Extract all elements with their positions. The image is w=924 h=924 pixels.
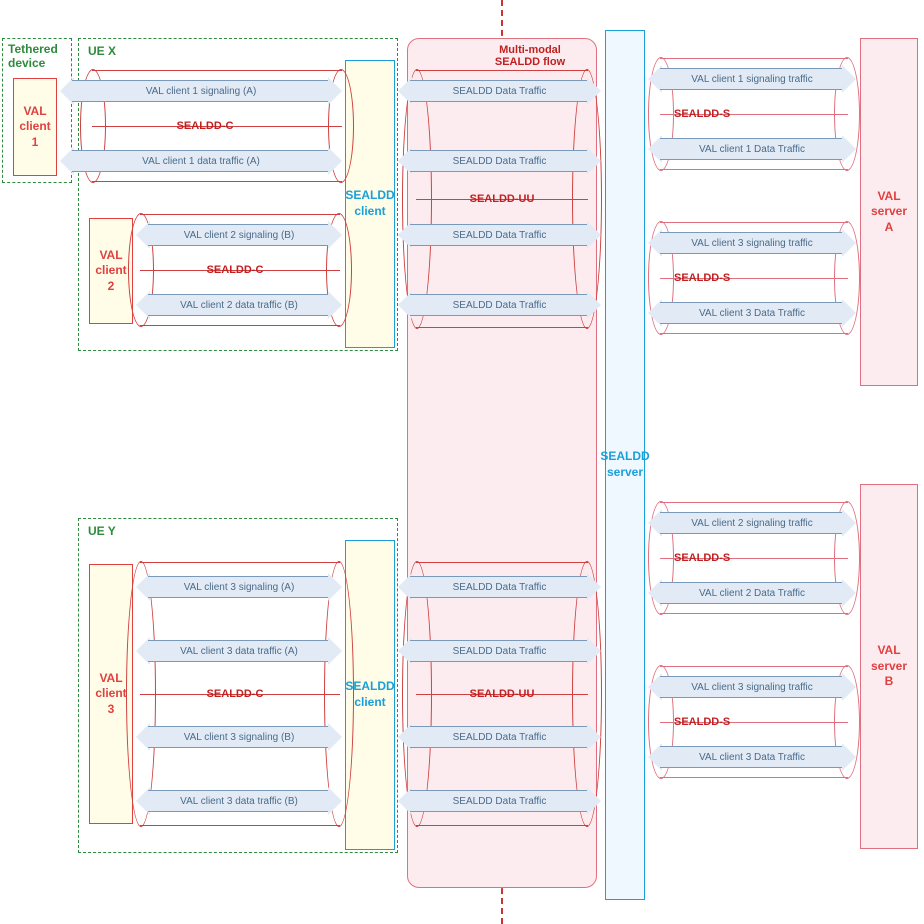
arrow-lt-1: VAL client 1 data traffic (A) [60,150,342,172]
multimodal-label: Multi-modal SEALDD flow [470,44,590,68]
sealdd-c-3-label: SEALDD-C [190,688,280,700]
arrow-m-1: SEALDD Data Traffic [398,150,601,172]
val-client-1: VAL client 1 [13,78,57,176]
uex-label: UE X [88,44,116,58]
arrow-m-2: SEALDD Data Traffic [398,224,601,246]
arrow-m-6: SEALDD Data Traffic [398,726,601,748]
tethered-text: Tethered device [8,42,58,70]
arrow-rt-1: VAL client 1 Data Traffic [648,138,856,160]
arrow-lb-0: VAL client 3 signaling (A) [136,576,342,598]
arrow-m-4: SEALDD Data Traffic [398,576,601,598]
arrow-lt-0: VAL client 1 signaling (A) [60,80,342,102]
sealdd-s-3-label: SEALDD-S [674,552,730,564]
sealdd-s-2-label: SEALDD-S [674,272,730,284]
arrow-rt-2: VAL client 3 signaling traffic [648,232,856,254]
arrow-m-7: SEALDD Data Traffic [398,790,601,812]
val-client-2: VAL client 2 [89,218,133,324]
arrow-rb-0: VAL client 2 signaling traffic [648,512,856,534]
arrow-m-0: SEALDD Data Traffic [398,80,601,102]
sealdd-c-1-label: SEALDD-C [160,120,250,132]
val-server-a: VAL server A [860,38,918,386]
val-server-b: VAL server B [860,484,918,849]
arrow-rb-2: VAL client 3 signaling traffic [648,676,856,698]
sealdd-s-1-label: SEALDD-S [674,108,730,120]
uey-label: UE Y [88,524,116,538]
sealdd-s-4-label: SEALDD-S [674,716,730,728]
arrow-m-3: SEALDD Data Traffic [398,294,601,316]
arrow-lt-3: VAL client 2 data traffic (B) [136,294,342,316]
arrow-lt-2: VAL client 2 signaling (B) [136,224,342,246]
arrow-rt-0: VAL client 1 signaling traffic [648,68,856,90]
arrow-lb-1: VAL client 3 data traffic (A) [136,640,342,662]
tethered-label: Tethered device [8,42,68,71]
arrow-rb-3: VAL client 3 Data Traffic [648,746,856,768]
sealdd-uu-top-label: SEALDD-UU [462,193,542,205]
arrow-m-5: SEALDD Data Traffic [398,640,601,662]
sealdd-uu-bottom-label: SEALDD-UU [462,688,542,700]
arrow-lb-2: VAL client 3 signaling (B) [136,726,342,748]
arrow-rt-3: VAL client 3 Data Traffic [648,302,856,324]
diagram-canvas: Tethered device UE X UE Y Multi-modal SE… [0,0,924,924]
sealdd-c-2-label: SEALDD-C [190,264,280,276]
sealdd-server: SEALDD server [605,30,645,900]
arrow-rb-1: VAL client 2 Data Traffic [648,582,856,604]
arrow-lb-3: VAL client 3 data traffic (B) [136,790,342,812]
